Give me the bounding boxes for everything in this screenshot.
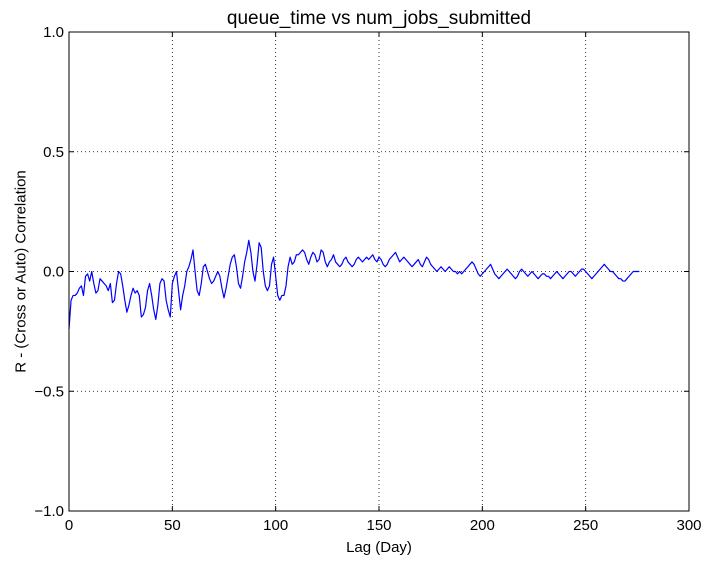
y-axis-title: R - (Cross or Auto) Correlation — [12, 170, 29, 373]
x-tick-label: 200 — [470, 517, 495, 534]
y-tick-label: 0.5 — [43, 144, 64, 161]
x-tick-label: 0 — [65, 517, 73, 534]
x-tick-label: 100 — [263, 517, 288, 534]
chart-title: queue_time vs num_jobs_submitted — [227, 8, 531, 29]
axis-ticks: 0 50 100 150 200 250 300 −1.0 −0.5 0.0 0.5 1.0 — [34, 24, 701, 534]
grid — [69, 32, 689, 511]
x-tick-label: 300 — [676, 517, 701, 534]
x-tick-label: 50 — [164, 517, 181, 534]
plot-data — [68, 239, 640, 330]
x-axis-title: Lag (Day) — [346, 539, 412, 556]
y-tick-label: 0.0 — [43, 264, 64, 281]
y-tick-label: −0.5 — [34, 383, 64, 400]
x-tick-label: 250 — [573, 517, 598, 534]
y-tick-label: −1.0 — [34, 503, 64, 520]
y-tick-label: 1.0 — [43, 24, 64, 41]
series-line — [68, 239, 640, 330]
x-tick-label: 150 — [366, 517, 391, 534]
